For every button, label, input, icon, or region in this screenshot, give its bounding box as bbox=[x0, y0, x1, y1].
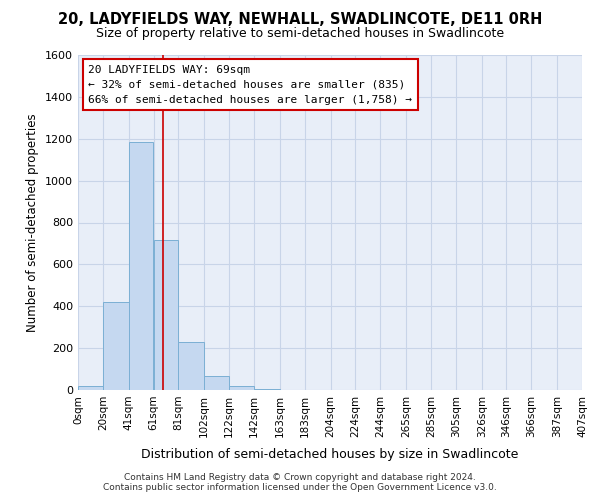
Text: Size of property relative to semi-detached houses in Swadlincote: Size of property relative to semi-detach… bbox=[96, 28, 504, 40]
Bar bbox=[129, 142, 154, 390]
Bar bbox=[178, 342, 204, 390]
Bar bbox=[254, 389, 280, 390]
Text: 20, LADYFIELDS WAY, NEWHALL, SWADLINCOTE, DE11 0RH: 20, LADYFIELDS WAY, NEWHALL, SWADLINCOTE… bbox=[58, 12, 542, 28]
Bar bbox=[154, 240, 178, 390]
Text: Contains HM Land Registry data © Crown copyright and database right 2024.
Contai: Contains HM Land Registry data © Crown c… bbox=[103, 473, 497, 492]
X-axis label: Distribution of semi-detached houses by size in Swadlincote: Distribution of semi-detached houses by … bbox=[142, 448, 518, 461]
Bar bbox=[103, 302, 128, 390]
Bar bbox=[205, 376, 229, 390]
Y-axis label: Number of semi-detached properties: Number of semi-detached properties bbox=[26, 113, 40, 332]
Bar bbox=[78, 386, 103, 390]
Text: 20 LADYFIELDS WAY: 69sqm
← 32% of semi-detached houses are smaller (835)
66% of : 20 LADYFIELDS WAY: 69sqm ← 32% of semi-d… bbox=[88, 65, 412, 104]
Bar bbox=[229, 386, 254, 390]
